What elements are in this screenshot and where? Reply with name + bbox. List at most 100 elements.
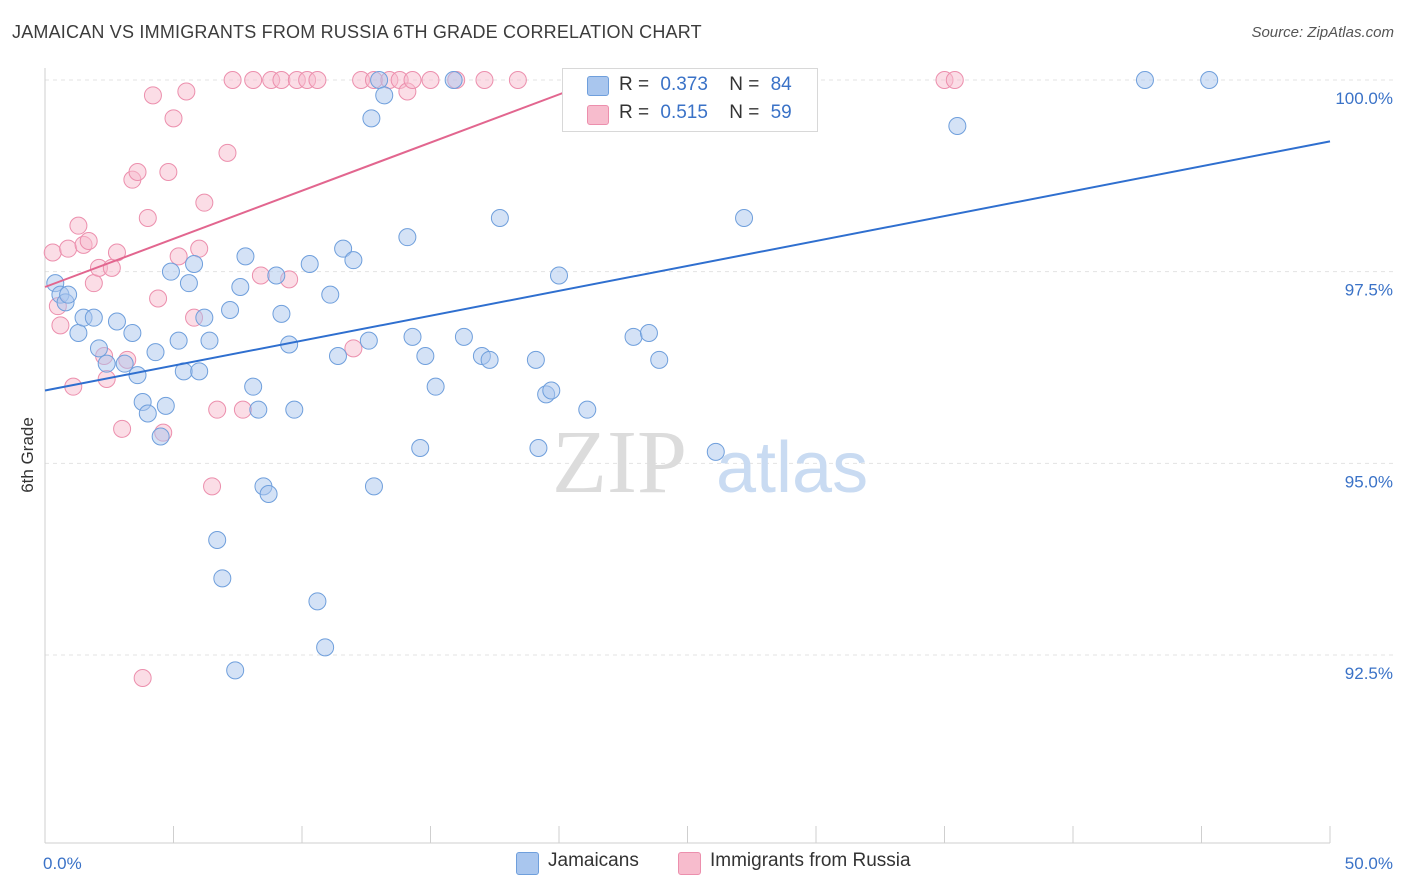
- russia-point: [138, 209, 157, 227]
- jamaican-point: [624, 327, 643, 346]
- jamaican-point: [398, 228, 417, 247]
- jamaican-point: [526, 350, 545, 369]
- russia-point: [403, 71, 422, 89]
- jamaican-point: [426, 377, 445, 396]
- legend-r-label: R =: [619, 102, 650, 123]
- jamaican-point: [169, 331, 188, 350]
- tick-labels: 92.5% 95.0% 97.5% 100.0% 0.0% 50.0%: [43, 89, 1393, 873]
- russia-point: [190, 239, 209, 258]
- jamaican-point: [272, 304, 291, 323]
- russia-point: [272, 71, 291, 89]
- jamaican-point: [179, 274, 198, 293]
- jamaican-point: [185, 255, 204, 273]
- jamaican-point: [244, 377, 263, 396]
- jamaican-point: [285, 400, 304, 419]
- jamaican-point: [128, 366, 147, 385]
- jamaican-point: [300, 255, 319, 273]
- bottom-legend-label-jamaicans: Jamaicans: [548, 850, 639, 871]
- jamaican-point: [249, 400, 268, 419]
- jamaican-point: [213, 569, 232, 588]
- jamaican-point: [190, 362, 209, 381]
- y-tick-label: 100.0%: [1335, 89, 1393, 108]
- jamaican-point: [195, 308, 214, 327]
- jamaican-point: [236, 247, 255, 266]
- russia-point: [69, 216, 88, 235]
- jamaican-point: [362, 109, 381, 128]
- jamaican-point: [151, 427, 170, 446]
- jamaican-point: [529, 439, 548, 457]
- russia-point: [208, 400, 227, 419]
- jamaican-point: [208, 531, 227, 549]
- jamaican-point: [59, 285, 78, 304]
- jamaican-point: [267, 266, 286, 285]
- russia-point: [169, 247, 188, 266]
- bottom-legend-jamaicans: Jamaicans: [516, 850, 639, 875]
- russia-point: [223, 71, 242, 89]
- bottom-legend-swatch-russia: [678, 852, 701, 875]
- jamaican-point: [550, 266, 568, 285]
- jamaican-point: [69, 324, 88, 342]
- jamaican-point: [84, 308, 103, 327]
- jamaican-point: [115, 354, 134, 373]
- russia-point: [251, 266, 270, 285]
- russia-point: [59, 239, 78, 258]
- legend-r-label: R =: [619, 74, 650, 95]
- jamaican-point: [259, 485, 278, 503]
- watermark-zip: ZIP: [552, 413, 687, 512]
- legend-n-label: N =: [729, 102, 760, 123]
- legend-n-label: N =: [729, 74, 760, 95]
- russia-point: [218, 143, 237, 162]
- bottom-legend-swatch-jamaicans: [516, 852, 539, 875]
- jamaican-point: [226, 661, 245, 680]
- russia-point: [143, 86, 162, 105]
- y-axis-label: 6th Grade: [18, 417, 37, 493]
- russia-point: [149, 289, 168, 308]
- jamaican-point: [359, 331, 378, 350]
- watermark: ZIP atlas: [552, 413, 868, 512]
- jamaican-point: [344, 251, 363, 270]
- x-tick-label: 50.0%: [1345, 854, 1393, 873]
- russia-point: [164, 109, 183, 128]
- legend-row-jamaicans: R = 0.373 N = 84: [619, 74, 792, 100]
- jamaican-point: [321, 285, 340, 304]
- jamaican-point: [156, 396, 175, 415]
- russia-point: [51, 316, 70, 335]
- watermark-atlas: atlas: [716, 428, 868, 508]
- jamaican-point: [490, 209, 509, 227]
- legend-r-value-jamaicans: 0.373: [660, 74, 708, 95]
- jamaican-point: [650, 350, 669, 369]
- russia-point: [133, 669, 152, 687]
- legend-n-value-russia: 59: [770, 102, 792, 123]
- jamaican-point: [444, 71, 463, 89]
- axes: [44, 68, 1331, 844]
- russia-point: [128, 163, 147, 181]
- jamaican-point: [706, 442, 725, 461]
- jamaican-point: [308, 592, 327, 611]
- legend-row-russia: R = 0.515 N = 59: [619, 102, 792, 128]
- y-tick-label: 92.5%: [1345, 664, 1393, 683]
- jamaican-point: [578, 400, 597, 419]
- jamaican-point: [1135, 71, 1154, 89]
- legend-swatch-jamaicans: [587, 76, 609, 96]
- jamaican-point: [221, 301, 240, 319]
- y-tick-label: 97.5%: [1345, 281, 1393, 300]
- russia-point: [244, 71, 263, 89]
- legend-swatch-russia: [587, 105, 609, 125]
- jamaican-point: [328, 347, 347, 365]
- jamaican-point: [138, 404, 157, 423]
- source-label: Source: ZipAtlas.com: [1251, 24, 1394, 41]
- russia-point: [344, 339, 363, 358]
- jamaican-point: [416, 347, 435, 365]
- jamaican-point: [161, 262, 180, 281]
- trendline-russia: [44, 79, 598, 288]
- jamaican-point: [370, 71, 389, 89]
- jamaican-point: [542, 381, 561, 400]
- jamaican-point: [89, 339, 108, 358]
- russia-point: [475, 71, 494, 89]
- jamaican-point: [364, 477, 383, 496]
- jamaican-point: [403, 327, 422, 346]
- russia-point: [177, 82, 196, 101]
- jamaican-point: [334, 239, 353, 258]
- russia-point: [508, 71, 527, 89]
- jamaican-point: [146, 343, 165, 362]
